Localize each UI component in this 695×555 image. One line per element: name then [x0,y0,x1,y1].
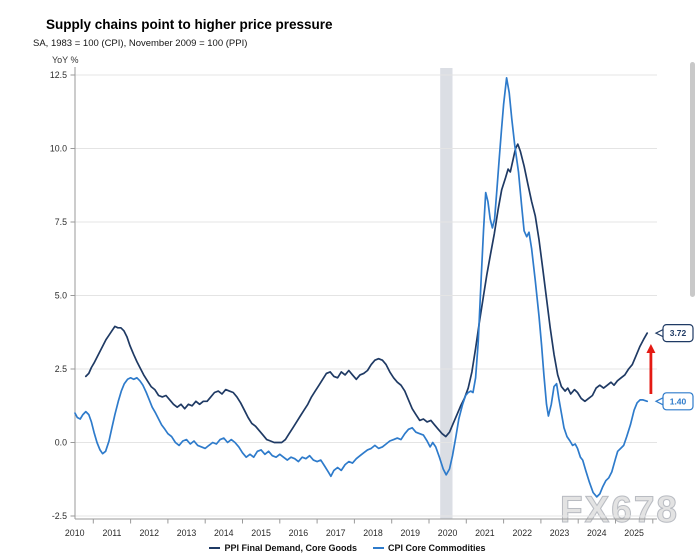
x-tick-label: 2023 [550,528,570,538]
legend-label: CPI Core Commodities [388,543,486,553]
legend-line-swatch [373,547,384,549]
callout-pointer-ppi [654,329,664,338]
x-tick-label: 2020 [438,528,458,538]
page-title: Supply chains point to higher price pres… [46,17,333,32]
x-tick-label: 2012 [140,528,160,538]
legend-label: PPI Final Demand, Core Goods [224,543,357,553]
y-tick-label: 10.0 [50,144,67,154]
x-tick-label: 2019 [401,528,421,538]
callout-box-cpi [662,392,694,411]
y-tick-label: 0.0 [55,438,67,448]
chart-legend: PPI Final Demand, Core Goods CPI Core Com… [0,543,695,553]
x-tick-label: 2025 [624,528,644,538]
y-tick-label: 12.5 [50,70,67,80]
page-subtitle: SA, 1983 = 100 (CPI), November 2009 = 10… [33,38,248,49]
ppi-line [84,143,649,444]
annotation-arrow-head [646,344,656,353]
callout-value-ppi: 3.72 [670,328,687,338]
legend-line-swatch [209,547,221,549]
x-tick-label: 2010 [65,528,85,538]
x-tick-label: 2024 [587,528,607,538]
y-tick-label: -2.5 [52,511,67,521]
vertical-scrollbar-thumb[interactable] [690,62,695,297]
x-tick-label: 2015 [251,528,271,538]
x-tick-label: 2014 [214,528,234,538]
callout-value-cpi: 1.40 [670,396,687,406]
legend-item-ppi: PPI Final Demand, Core Goods [209,543,357,553]
cpi-line [74,77,649,498]
y-tick-label: 7.5 [55,217,67,227]
x-tick-label: 2016 [289,528,309,538]
legend-item-cpi: CPI Core Commodities [373,543,486,553]
watermark: FX678 [559,489,680,531]
x-tick-label: 2017 [326,528,346,538]
x-tick-label: 2011 [102,528,121,538]
callout-pointer-cpi [654,397,664,406]
recession-band [440,68,453,519]
x-tick-label: 2021 [475,528,495,538]
x-tick-label: 2022 [513,528,533,538]
y-tick-label: 5.0 [55,291,67,301]
y-axis-unit-label: YoY % [52,55,79,65]
x-tick-label: 2018 [363,528,383,538]
callout-box-ppi [662,324,694,343]
y-tick-label: 2.5 [55,364,67,374]
x-tick-label: 2013 [177,528,197,538]
